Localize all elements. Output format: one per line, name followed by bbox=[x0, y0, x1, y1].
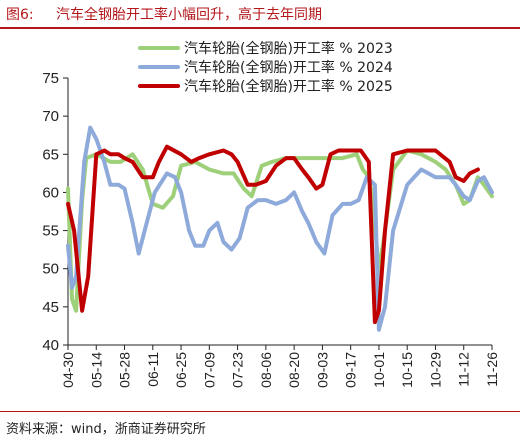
series-line-2 bbox=[66, 125, 494, 332]
series-line-1 bbox=[66, 148, 494, 313]
legend-label-3: 汽车轮胎(全钢胎)开工率 % 2025 bbox=[184, 78, 393, 95]
x-tick-label: 07-23 bbox=[230, 352, 246, 388]
y-tick-label: 40 bbox=[42, 337, 59, 354]
x-tick-label: 10-29 bbox=[427, 352, 443, 388]
y-tick-label: 50 bbox=[42, 261, 59, 278]
x-tick-label: 10-01 bbox=[371, 352, 387, 388]
legend-label-1: 汽车轮胎(全钢胎)开工率 % 2023 bbox=[184, 40, 393, 57]
x-tick-label: 06-25 bbox=[173, 352, 189, 388]
x-tick-label: 11-26 bbox=[484, 352, 500, 387]
chart-axes: 40 45 50 55 60 65 70 75 04-30 05-14 05-28 06-11 06-2… bbox=[42, 70, 500, 388]
x-tick-label: 11-12 bbox=[456, 352, 472, 387]
y-tick-label: 70 bbox=[42, 108, 59, 125]
x-tick-label: 07-09 bbox=[201, 352, 217, 388]
figure-label: 图6: bbox=[6, 7, 34, 23]
chart-series bbox=[66, 125, 494, 332]
x-tick-label: 05-14 bbox=[88, 352, 104, 388]
series-line-3 bbox=[66, 144, 480, 325]
x-tick-label: 09-17 bbox=[343, 352, 359, 388]
x-tick-label: 06-11 bbox=[145, 352, 161, 387]
figure-title: 汽车全钢胎开工率小幅回升，高于去年同期 bbox=[56, 7, 322, 23]
x-tick-label: 04-30 bbox=[60, 352, 76, 388]
x-tick-label: 05-28 bbox=[117, 352, 133, 388]
y-tick-label: 45 bbox=[42, 299, 59, 316]
figure-header: 图6: 汽车全钢胎开工率小幅回升，高于去年同期 bbox=[0, 0, 520, 30]
x-tick-label: 08-06 bbox=[258, 352, 274, 388]
chart-legend: 汽车轮胎(全钢胎)开工率 % 2023 汽车轮胎(全钢胎)开工率 % 2024 汽车… bbox=[138, 40, 393, 95]
y-tick-label: 75 bbox=[42, 70, 59, 87]
y-tick-label: 65 bbox=[42, 146, 59, 163]
source-note: 资料来源：wind，浙商证券研究所 bbox=[6, 422, 206, 437]
y-tick-label: 55 bbox=[42, 223, 59, 240]
legend-label-2: 汽车轮胎(全钢胎)开工率 % 2024 bbox=[184, 59, 393, 76]
x-tick-label: 08-20 bbox=[286, 352, 302, 388]
x-tick-label: 10-15 bbox=[399, 352, 415, 388]
x-tick-label: 09-03 bbox=[314, 352, 330, 388]
header-rule bbox=[0, 27, 520, 29]
y-tick-label: 60 bbox=[42, 184, 59, 201]
footer-rule bbox=[0, 411, 520, 412]
